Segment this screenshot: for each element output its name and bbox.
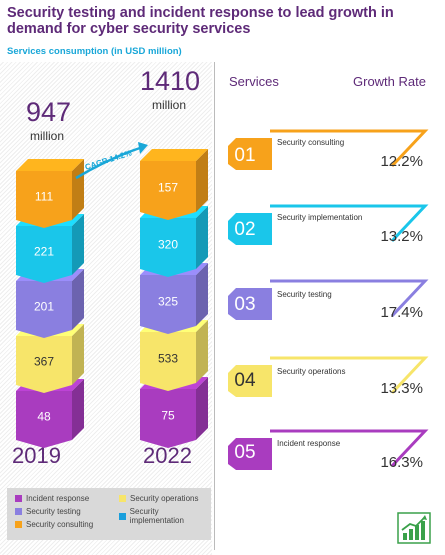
legend-swatch	[15, 495, 22, 502]
year-2019: 2019	[12, 443, 61, 468]
service-number-block	[228, 138, 272, 170]
service-name-consulting: Security consulting	[277, 138, 345, 147]
bar-segment	[140, 275, 196, 334]
growth-chart-icon	[397, 512, 431, 544]
service-number-block	[228, 438, 272, 470]
service-number-02: 02	[234, 219, 256, 240]
legend-item-security-operations: Security operations	[119, 494, 198, 503]
legend-label: Security implementation	[129, 507, 184, 525]
cagr-arrow	[75, 146, 141, 180]
bar-value-label: 533	[158, 352, 178, 366]
bar-segment	[140, 218, 196, 277]
bar-segment-top	[140, 149, 208, 161]
service-number-block	[228, 288, 272, 320]
bar-segment	[140, 161, 196, 220]
bar-segment	[140, 389, 196, 448]
bar-segment-side	[72, 269, 84, 330]
service-outline	[270, 429, 429, 468]
service-number-block	[228, 213, 272, 245]
service-name-operations: Security operations	[277, 367, 346, 376]
service-rate-operations: 13.3%	[380, 380, 423, 397]
bar-segment-side	[72, 379, 84, 440]
bar-segment	[16, 281, 72, 338]
service-number-01: 01	[234, 145, 256, 166]
total-2022: 1410	[140, 66, 201, 96]
section-divider	[214, 62, 215, 550]
bar-segment-side	[196, 149, 208, 212]
legend-label: Incident response	[26, 494, 90, 503]
bar-value-label: 367	[34, 355, 54, 369]
bar-segment	[16, 226, 72, 283]
service-outline	[270, 129, 429, 168]
bar-value-label: 221	[34, 245, 54, 259]
legend-swatch	[15, 521, 22, 528]
bar-segment-side	[196, 320, 208, 383]
total-2019-unit: million	[30, 129, 65, 143]
service-rate-incident: 16.3%	[380, 454, 423, 471]
legend-label: Security consulting	[26, 520, 94, 529]
service-number-05: 05	[234, 442, 256, 463]
bar-value-label: 157	[158, 181, 178, 195]
growth-rate-header: Growth Rate	[353, 74, 426, 89]
bar-segment-side	[72, 214, 84, 275]
bar-segment	[16, 336, 72, 393]
bar-segment-side	[72, 324, 84, 385]
service-name-incident: Incident response	[277, 439, 341, 448]
service-name-implementation: Security implementation	[277, 213, 363, 222]
bar-value-label: 111	[35, 190, 54, 204]
bar-segment-side	[196, 263, 208, 326]
bar-value-label: 325	[158, 295, 178, 309]
service-rate-consulting: 12.2%	[380, 153, 423, 170]
legend-swatch	[119, 512, 126, 520]
bar-segment	[140, 332, 196, 391]
legend-item-security-testing: Security testing	[15, 507, 81, 516]
bar-segment-top	[16, 159, 84, 171]
bar-value-label: 320	[158, 238, 178, 252]
bar-segment-side	[196, 377, 208, 440]
bar-segment-side	[196, 206, 208, 269]
legend-label: Security testing	[26, 507, 81, 516]
total-2022-unit: million	[152, 98, 187, 112]
bar-value-label: 75	[161, 409, 175, 423]
bar-value-label: 48	[37, 410, 51, 424]
bar-segment	[16, 391, 72, 448]
service-rate-testing: 17.4%	[380, 304, 423, 321]
legend-swatch	[119, 495, 126, 502]
service-outline	[270, 356, 429, 395]
cagr-arrow-head	[138, 142, 148, 154]
total-2019: 947	[26, 97, 72, 127]
chart-legend: Incident response Security operations Se…	[7, 488, 211, 540]
chart-subtitle: Services consumption (in USD million)	[7, 46, 182, 57]
legend-label: Security operations	[130, 494, 199, 503]
service-number-block	[228, 365, 272, 397]
service-outline	[270, 279, 429, 318]
service-outline	[270, 204, 429, 243]
bar-value-label: 201	[34, 300, 54, 314]
services-header: Services	[229, 74, 279, 89]
service-number-04: 04	[234, 370, 256, 391]
page-title: Security testing and incident response t…	[7, 5, 394, 37]
legend-item-security-implementation: Security implementation	[119, 507, 211, 525]
service-number-03: 03	[234, 294, 256, 315]
legend-swatch	[15, 508, 22, 515]
service-name-testing: Security testing	[277, 290, 332, 299]
legend-item-security-consulting: Security consulting	[15, 520, 93, 529]
legend-item-incident-response: Incident response	[15, 494, 89, 503]
bar-segment	[16, 171, 72, 228]
service-rate-implementation: 13.2%	[380, 228, 423, 245]
